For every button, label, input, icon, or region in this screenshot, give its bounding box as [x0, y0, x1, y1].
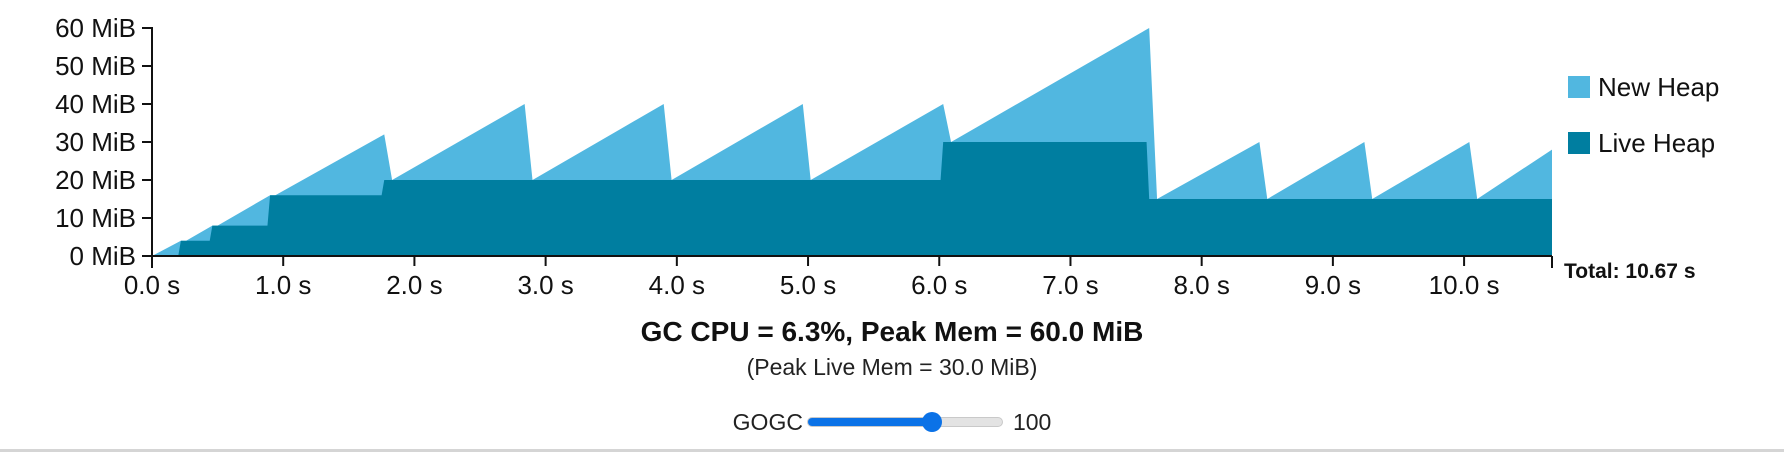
y-tick-label: 50 MiB [55, 51, 136, 81]
x-tick-label: 2.0 s [386, 270, 442, 300]
x-tick-label: 1.0 s [255, 270, 311, 300]
gogc-value: 100 [1012, 408, 1052, 435]
total-time-label: Total: 10.67 s [1564, 260, 1696, 283]
peak-live-mem-label: (Peak Live Mem = 30.0 MiB) [746, 354, 1038, 380]
x-tick-label: 0.0 s [124, 270, 180, 300]
gc-stats-title: GC CPU = 6.3%, Peak Mem = 60.0 MiB [640, 316, 1144, 347]
gogc-slider-fill [807, 418, 933, 426]
x-tick-label: 3.0 s [517, 270, 573, 300]
x-tick-label: 9.0 s [1305, 270, 1361, 300]
bottom-divider [0, 449, 1784, 452]
y-tick-label: 20 MiB [55, 165, 136, 195]
heap-area-chart: 0 MiB 10 MiB 20 MiB 30 MiB 40 MiB 50 MiB 60 Mi… [55, 13, 1719, 300]
x-tick-label: 5.0 s [780, 270, 836, 300]
gogc-slider[interactable] [806, 410, 1003, 434]
legend-label-live-heap: Live Heap [1598, 128, 1715, 158]
x-tick-label: 7.0 s [1042, 270, 1098, 300]
legend-label-new-heap: New Heap [1598, 72, 1719, 102]
y-tick-label: 0 MiB [70, 241, 136, 271]
x-tick-label: 10.0 s [1429, 270, 1500, 300]
x-tick-label: 8.0 s [1173, 270, 1229, 300]
x-tick-label: 6.0 s [911, 270, 967, 300]
x-tick-label: 4.0 s [649, 270, 705, 300]
gogc-label: GOGC [732, 408, 803, 435]
y-tick-label: 10 MiB [55, 203, 136, 233]
y-tick-label: 60 MiB [55, 13, 136, 43]
live-heap-area [152, 142, 1552, 256]
gogc-control: GOGC 100 [0, 404, 1784, 440]
legend-swatch-new-heap [1568, 76, 1590, 98]
gogc-slider-thumb[interactable] [922, 412, 943, 432]
y-tick-label: 30 MiB [55, 127, 136, 157]
y-tick-label: 40 MiB [55, 89, 136, 119]
legend-swatch-live-heap [1568, 132, 1590, 154]
gogc-slider-track[interactable] [806, 417, 1003, 427]
